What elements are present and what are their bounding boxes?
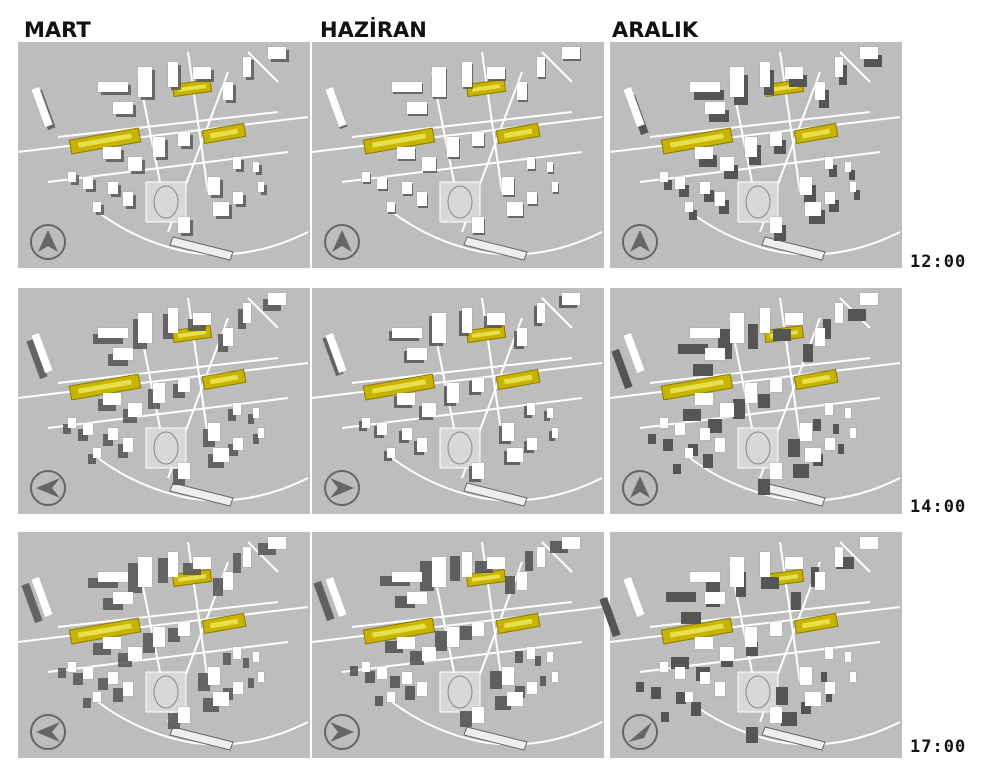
map-panel — [312, 42, 604, 268]
column-title: ARALIK — [612, 18, 699, 42]
time-label: 12:00 — [910, 252, 967, 272]
map-panel — [312, 288, 604, 514]
map-panel — [18, 288, 310, 514]
map-panel — [18, 532, 310, 758]
map-panel — [599, 532, 902, 758]
map-panel — [312, 532, 604, 758]
map-panel — [610, 42, 902, 268]
column-title: HAZİRAN — [320, 18, 427, 42]
time-label: 14:00 — [910, 497, 967, 517]
time-label: 17:00 — [910, 737, 967, 757]
column-title: MART — [24, 18, 91, 42]
map-panel — [610, 288, 902, 514]
map-panels — [18, 42, 902, 758]
map-panel — [18, 42, 310, 268]
